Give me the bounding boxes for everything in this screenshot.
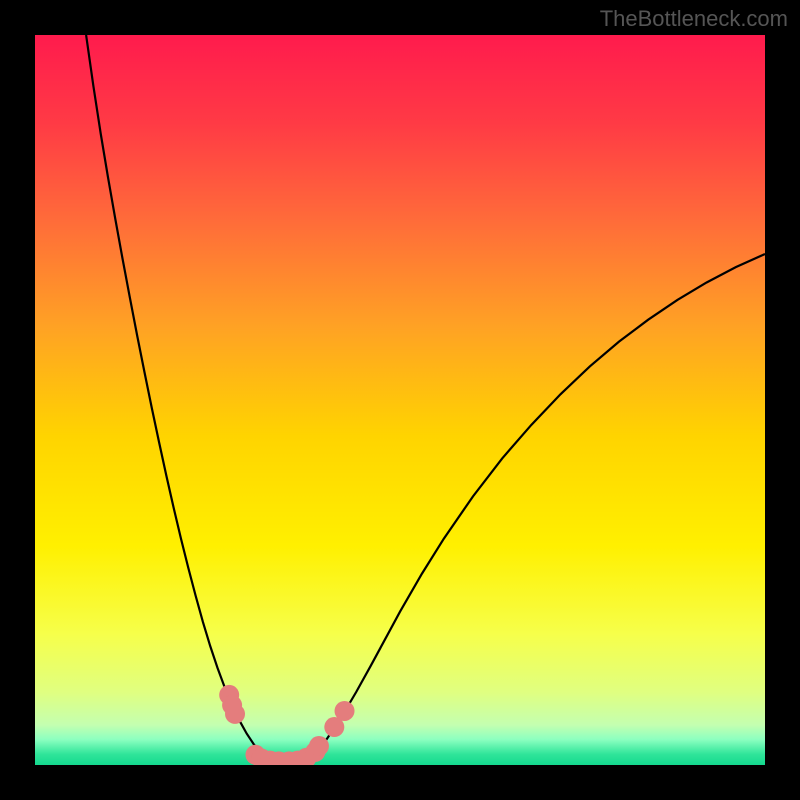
marker-point [225,704,245,724]
curves-svg [35,35,765,765]
marker-point [335,701,355,721]
plot-area [35,35,765,765]
curve-left [86,35,290,765]
curve-right [291,254,766,765]
marker-point [309,736,329,756]
watermark-text: TheBottleneck.com [600,6,788,32]
markers-group [219,685,354,765]
